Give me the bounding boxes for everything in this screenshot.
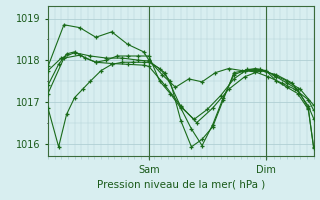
- X-axis label: Pression niveau de la mer( hPa ): Pression niveau de la mer( hPa ): [97, 179, 265, 189]
